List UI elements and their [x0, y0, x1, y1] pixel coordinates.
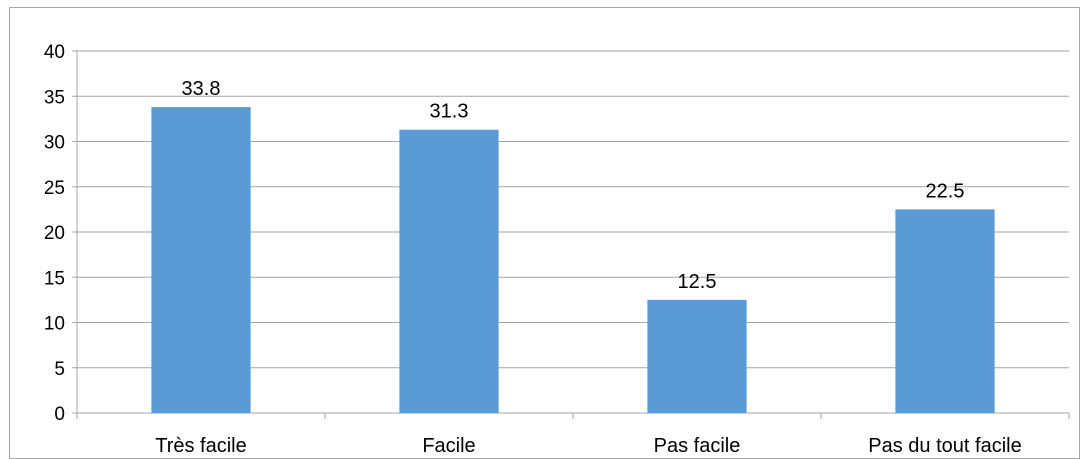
y-tick-label: 30 [44, 133, 65, 154]
bar [399, 129, 499, 414]
data-label: 12.5 [678, 271, 717, 293]
bar [151, 107, 251, 414]
x-category-label: Facile [422, 435, 475, 456]
data-label: 22.5 [926, 180, 965, 202]
x-category-label: Pas du tout facile [868, 435, 1021, 456]
y-tick-label: 25 [44, 178, 65, 199]
y-tick-label: 0 [54, 404, 65, 425]
data-label: 31.3 [430, 101, 469, 123]
y-tick-label: 15 [44, 268, 65, 289]
bars [151, 107, 995, 414]
y-tick-label: 40 [44, 42, 65, 63]
y-tick-label: 5 [54, 359, 65, 380]
data-label: 33.8 [182, 78, 221, 100]
labels: 0 5 10 15 20 25 30 35 40 33.8 Très facile 31.3 Facil… [44, 42, 1022, 456]
y-tick-label: 35 [44, 87, 65, 108]
y-tick-label: 10 [44, 314, 65, 335]
x-category-label: Pas facile [654, 435, 741, 456]
bar [895, 209, 995, 413]
y-tick-label: 20 [44, 223, 65, 244]
bar [647, 299, 747, 413]
x-category-label: Très facile [155, 435, 247, 456]
